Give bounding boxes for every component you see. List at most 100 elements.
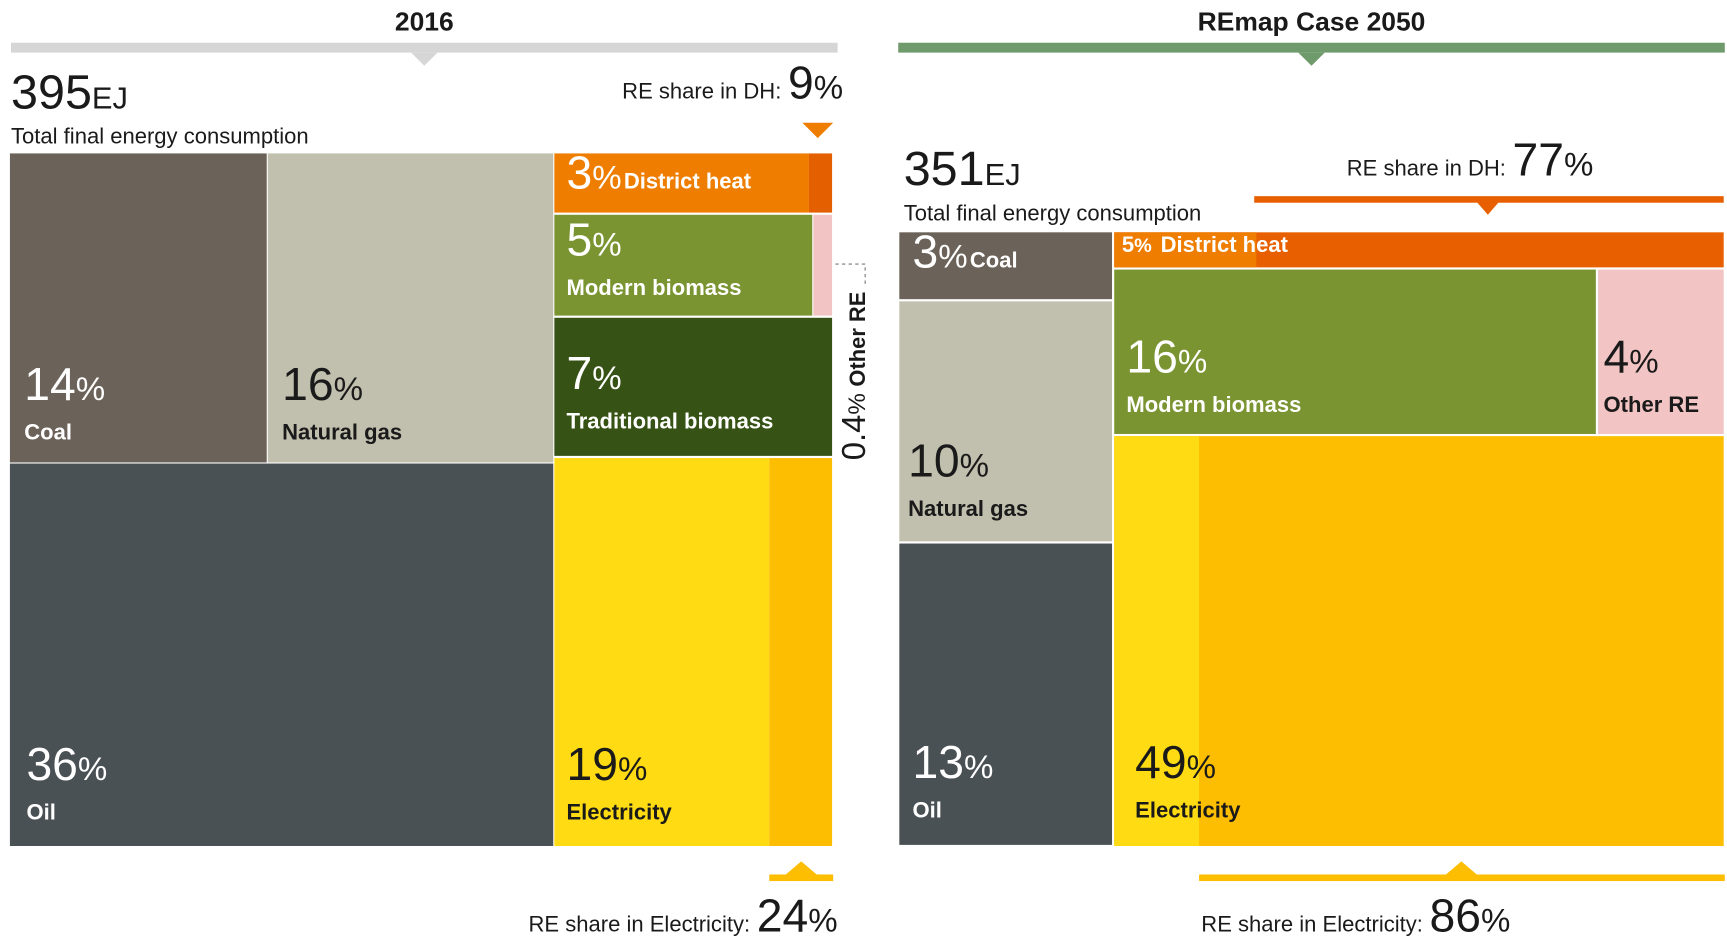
cell-name: Natural gas xyxy=(908,496,1028,521)
cell-name: Electricity xyxy=(566,800,672,825)
cell-label: 4% xyxy=(1604,331,1659,383)
treemap-cell xyxy=(554,214,813,316)
header-bar xyxy=(11,42,838,53)
treemap-cell xyxy=(554,317,833,456)
cell-value: 5 xyxy=(1122,232,1134,257)
dh-pointer xyxy=(1474,199,1502,215)
cell-value: 49 xyxy=(1135,736,1186,788)
chart-title: REmap Case 2050 xyxy=(1198,7,1426,37)
annotation-label: RE share in DH: xyxy=(622,79,781,104)
annotation-label: RE share in Electricity: xyxy=(529,912,751,937)
cell-unit: % xyxy=(1178,343,1207,380)
total: 395EJ xyxy=(11,66,128,120)
annotation: RE share in DH: 9% xyxy=(622,57,843,109)
total-value: 395 xyxy=(11,66,92,120)
dh-pointer xyxy=(802,122,834,139)
cell-label: 5% xyxy=(566,213,621,265)
cell-name: District heat xyxy=(1161,232,1289,257)
header-bar xyxy=(898,42,1725,53)
total-value: 351 xyxy=(904,142,985,196)
cell-label: 10% xyxy=(908,435,989,487)
cell-name: Coal xyxy=(24,419,72,444)
cell-unit: % xyxy=(334,370,363,407)
re-share-strip xyxy=(808,153,833,213)
treemap-cell xyxy=(9,463,554,846)
cell-label: 36% xyxy=(26,738,107,790)
cell-unit: % xyxy=(938,237,967,274)
electricity-pointer xyxy=(1445,861,1477,875)
cell-unit: % xyxy=(592,359,621,396)
chart-title: 2016 xyxy=(395,7,454,37)
treemap-cell xyxy=(899,543,1113,845)
cell-unit: % xyxy=(618,750,647,787)
cell-unit: % xyxy=(1629,343,1658,380)
cell-label: 49% xyxy=(1135,736,1216,788)
treemap: REmap Case 2050 351EJ Total final energy c… xyxy=(898,7,1725,942)
cell-value: 7 xyxy=(566,347,592,399)
cell-value: 16 xyxy=(282,358,333,410)
annotation-value: 9 xyxy=(788,57,814,109)
cell-name: Modern biomass xyxy=(566,275,741,300)
cell-value: 3 xyxy=(566,147,592,199)
treemap-cell xyxy=(9,153,267,463)
cell-value: 3 xyxy=(913,226,939,278)
annotation-value: 86 xyxy=(1430,890,1481,942)
treemap: 2016 395EJ Total final energy consumption 1… xyxy=(9,7,872,942)
annotation-unit: % xyxy=(1481,902,1510,939)
cell-name: Other RE xyxy=(1604,392,1699,417)
cell-unit: % xyxy=(960,447,989,484)
treemap-cell xyxy=(899,301,1113,542)
cell-value: 13 xyxy=(913,736,964,788)
cell-unit: % xyxy=(592,225,621,262)
annotation-unit: % xyxy=(814,69,843,106)
treemap-cell xyxy=(267,153,554,463)
annotation-label: RE share in DH: xyxy=(1347,155,1506,180)
treemap-cell xyxy=(1598,269,1724,434)
cell-unit: % xyxy=(76,370,105,407)
cell-value: 19 xyxy=(566,738,617,790)
cell-value: 36 xyxy=(26,738,77,790)
treemap-cell xyxy=(1114,269,1596,434)
cell-name: Coal xyxy=(970,247,1018,272)
cell-unit: % xyxy=(1134,235,1152,257)
cell-label: 7% xyxy=(566,347,621,399)
treemap-cell xyxy=(899,232,1113,300)
cell-unit: % xyxy=(78,750,107,787)
re-share-strip xyxy=(1114,436,1200,846)
cell-value: 0.4 xyxy=(835,415,872,461)
cell-name: Oil xyxy=(26,800,55,825)
total-label: Total final energy consumption xyxy=(11,124,309,149)
cell-value: 14 xyxy=(24,358,75,410)
cell-name: Electricity xyxy=(1135,798,1241,823)
header-pointer xyxy=(411,52,438,66)
cell-unit: % xyxy=(1187,748,1216,785)
total: 351EJ xyxy=(904,142,1021,196)
treemap-cell xyxy=(554,458,770,846)
electricity-pointer-line xyxy=(1199,874,1725,882)
treemap-cell xyxy=(554,153,809,213)
cell-unit: % xyxy=(592,159,621,196)
cell-label: 3% District heat xyxy=(566,147,751,199)
cell-name: Modern biomass xyxy=(1126,392,1301,417)
cell-value: 10 xyxy=(908,435,959,487)
annotation-unit: % xyxy=(1564,145,1593,182)
annotation: RE share in Electricity: 86% xyxy=(1201,890,1510,942)
cell-label: 14% xyxy=(24,358,105,410)
cell-label: 16% xyxy=(1126,331,1207,383)
annotation-unit: % xyxy=(808,902,837,939)
total-unit: EJ xyxy=(985,157,1021,192)
annotation-value: 24 xyxy=(757,890,808,942)
treemap-cell xyxy=(813,214,833,316)
annotation-value: 77 xyxy=(1513,133,1564,185)
total-label: Total final energy consumption xyxy=(904,200,1202,225)
total-unit: EJ xyxy=(92,81,128,116)
annotation: RE share in DH: 77% xyxy=(1347,133,1594,185)
header-pointer xyxy=(1298,52,1325,66)
treemap-cell xyxy=(1114,436,1724,846)
cell-label: 3% Coal xyxy=(913,226,1018,278)
re-share-strip xyxy=(1114,232,1257,268)
annotation: RE share in Electricity: 24% xyxy=(529,890,838,942)
cell-value: 4 xyxy=(1604,331,1630,383)
